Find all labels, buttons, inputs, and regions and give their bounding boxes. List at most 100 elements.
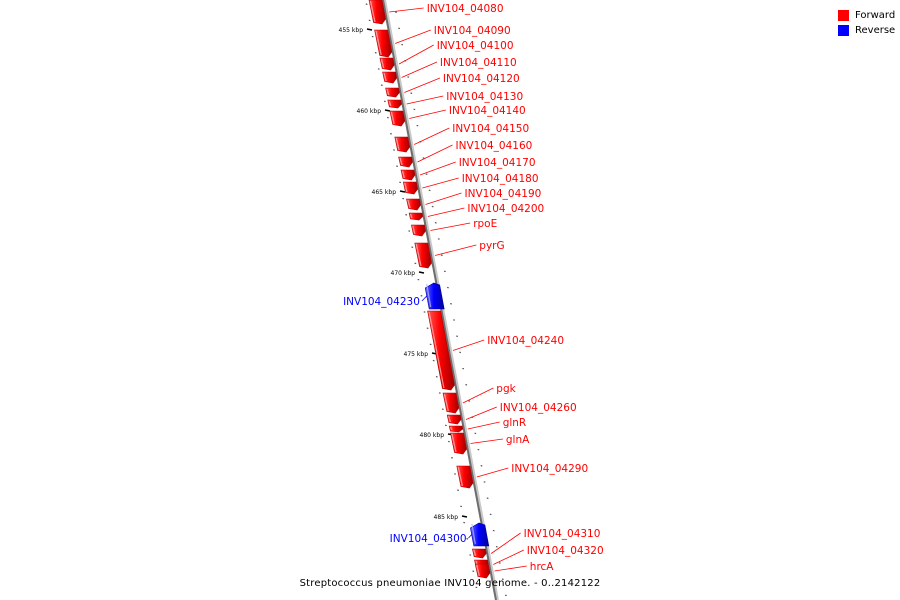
gene-feature[interactable]: INV104_04300 xyxy=(390,522,490,547)
gene-highlight xyxy=(473,549,477,557)
label-leader xyxy=(468,534,472,539)
gene-arrow[interactable] xyxy=(424,282,445,310)
gene-feature[interactable]: INV104_04150 xyxy=(394,123,529,153)
gene-features: INV104_04080 INV104_04090 INV104_04100 INV1… xyxy=(343,0,604,579)
gene-label[interactable]: INV104_04130 xyxy=(446,91,523,103)
gene-label[interactable]: INV104_04110 xyxy=(440,57,517,69)
gene-label[interactable]: INV104_04090 xyxy=(434,25,511,37)
gene-label[interactable]: pgk xyxy=(496,383,516,395)
gene-highlight xyxy=(410,213,413,219)
gene-feature[interactable]: INV104_04290 xyxy=(456,463,588,489)
gene-label[interactable]: INV104_04150 xyxy=(452,123,529,135)
gene-label[interactable]: pyrG xyxy=(479,240,504,252)
gene-label[interactable]: INV104_04230 xyxy=(343,296,420,308)
gene-label[interactable]: INV104_04180 xyxy=(462,173,539,185)
gene-label[interactable]: rpoE xyxy=(473,218,497,230)
label-leader xyxy=(414,127,450,145)
gene-label[interactable]: INV104_04160 xyxy=(456,140,533,152)
major-tick xyxy=(461,515,468,518)
gene-label[interactable]: INV104_04260 xyxy=(500,402,577,414)
tick-label: 480 kbp xyxy=(420,432,445,439)
tick-label: 455 kbp xyxy=(339,27,364,34)
gene-highlight xyxy=(428,311,445,389)
gene-feature[interactable]: INV104_04180 xyxy=(402,173,539,195)
gene-label[interactable]: INV104_04100 xyxy=(437,40,514,52)
label-leader xyxy=(494,565,527,572)
gene-label[interactable]: INV104_04310 xyxy=(524,528,601,540)
major-tick xyxy=(366,28,373,31)
gene-feature[interactable]: INV104_04160 xyxy=(398,140,533,168)
gene-label[interactable]: INV104_04170 xyxy=(459,157,536,169)
gene-highlight xyxy=(412,225,416,235)
gene-feature[interactable]: INV104_04110 xyxy=(382,57,517,84)
label-leader xyxy=(401,61,438,78)
major-tick xyxy=(384,109,391,112)
gene-feature[interactable]: INV104_04310 xyxy=(472,528,601,559)
gene-feature[interactable]: pyrG xyxy=(414,240,505,269)
gene-label[interactable]: INV104_04200 xyxy=(467,203,544,215)
gene-label[interactable]: glnA xyxy=(506,434,530,446)
label-leader xyxy=(409,109,446,119)
gene-arrow[interactable] xyxy=(387,99,402,109)
gene-feature[interactable]: INV104_04260 xyxy=(446,402,577,425)
gene-label[interactable]: INV104_04120 xyxy=(443,73,520,85)
gene-feature[interactable]: INV104_04090 xyxy=(374,25,511,58)
label-leader xyxy=(422,177,459,189)
label-leader xyxy=(493,549,524,565)
label-leader xyxy=(467,421,500,430)
gene-label[interactable]: INV104_04190 xyxy=(465,188,542,200)
gene-feature[interactable]: INV104_04190 xyxy=(406,188,542,211)
gene-feature[interactable]: pgk xyxy=(442,383,517,414)
gene-arrow[interactable] xyxy=(456,465,474,489)
gene-feature[interactable]: glnA xyxy=(450,432,531,455)
gene-label[interactable]: INV104_04300 xyxy=(390,533,467,545)
gene-feature[interactable]: glnR xyxy=(448,417,527,433)
gene-label[interactable]: INV104_04320 xyxy=(527,545,604,557)
gene-label[interactable]: glnR xyxy=(503,417,527,429)
gene-feature[interactable]: INV104_04140 xyxy=(389,105,526,127)
major-tick xyxy=(418,271,425,274)
gene-arrow[interactable] xyxy=(450,432,467,455)
gene-feature[interactable]: rpoE xyxy=(411,218,497,237)
gene-feature[interactable]: INV104_04230 xyxy=(343,282,445,310)
strand-legend: Forward Reverse xyxy=(838,8,895,38)
label-leader xyxy=(465,406,497,420)
gene-highlight xyxy=(426,283,432,308)
gene-highlight xyxy=(471,523,476,545)
gene-highlight xyxy=(457,466,463,487)
gene-label[interactable]: INV104_04240 xyxy=(487,335,564,347)
gene-feature[interactable]: hrcA xyxy=(474,561,555,579)
gene-feature[interactable]: INV104_04130 xyxy=(387,91,523,109)
legend-forward: Forward xyxy=(838,8,895,23)
gene-arrow[interactable] xyxy=(368,0,386,25)
gene-arrow[interactable] xyxy=(374,29,393,58)
gene-highlight xyxy=(404,182,408,193)
gene-label[interactable]: INV104_04290 xyxy=(511,463,588,475)
gene-arrow[interactable] xyxy=(414,242,432,269)
gene-arrow[interactable] xyxy=(427,310,455,391)
gene-highlight xyxy=(407,199,411,209)
label-leader xyxy=(462,387,494,404)
gene-feature[interactable]: INV104_04080 xyxy=(368,0,504,25)
gene-arrow[interactable] xyxy=(442,392,460,414)
tick-label: 475 kbp xyxy=(404,351,429,358)
legend-forward-label: Forward xyxy=(855,10,896,21)
gene-label[interactable]: INV104_04080 xyxy=(427,3,504,15)
gene-feature[interactable]: INV104_04240 xyxy=(427,310,564,391)
label-leader xyxy=(398,44,434,65)
gene-feature[interactable]: INV104_04100 xyxy=(379,40,514,71)
gene-highlight xyxy=(390,111,395,125)
tick-label: 470 kbp xyxy=(391,270,416,277)
label-leader xyxy=(395,29,431,44)
gene-highlight xyxy=(399,157,403,166)
gene-arrow[interactable] xyxy=(448,425,464,433)
gene-highlight xyxy=(401,170,405,179)
gene-label[interactable]: hrcA xyxy=(530,561,555,573)
gene-arrow[interactable] xyxy=(408,212,424,221)
gene-label[interactable]: INV104_04140 xyxy=(449,105,526,117)
major-tick xyxy=(399,190,406,193)
gene-highlight xyxy=(451,433,457,453)
gene-feature[interactable]: INV104_04200 xyxy=(408,203,544,221)
gene-feature[interactable]: INV104_04170 xyxy=(400,157,536,181)
gene-feature[interactable]: INV104_04120 xyxy=(385,73,520,98)
